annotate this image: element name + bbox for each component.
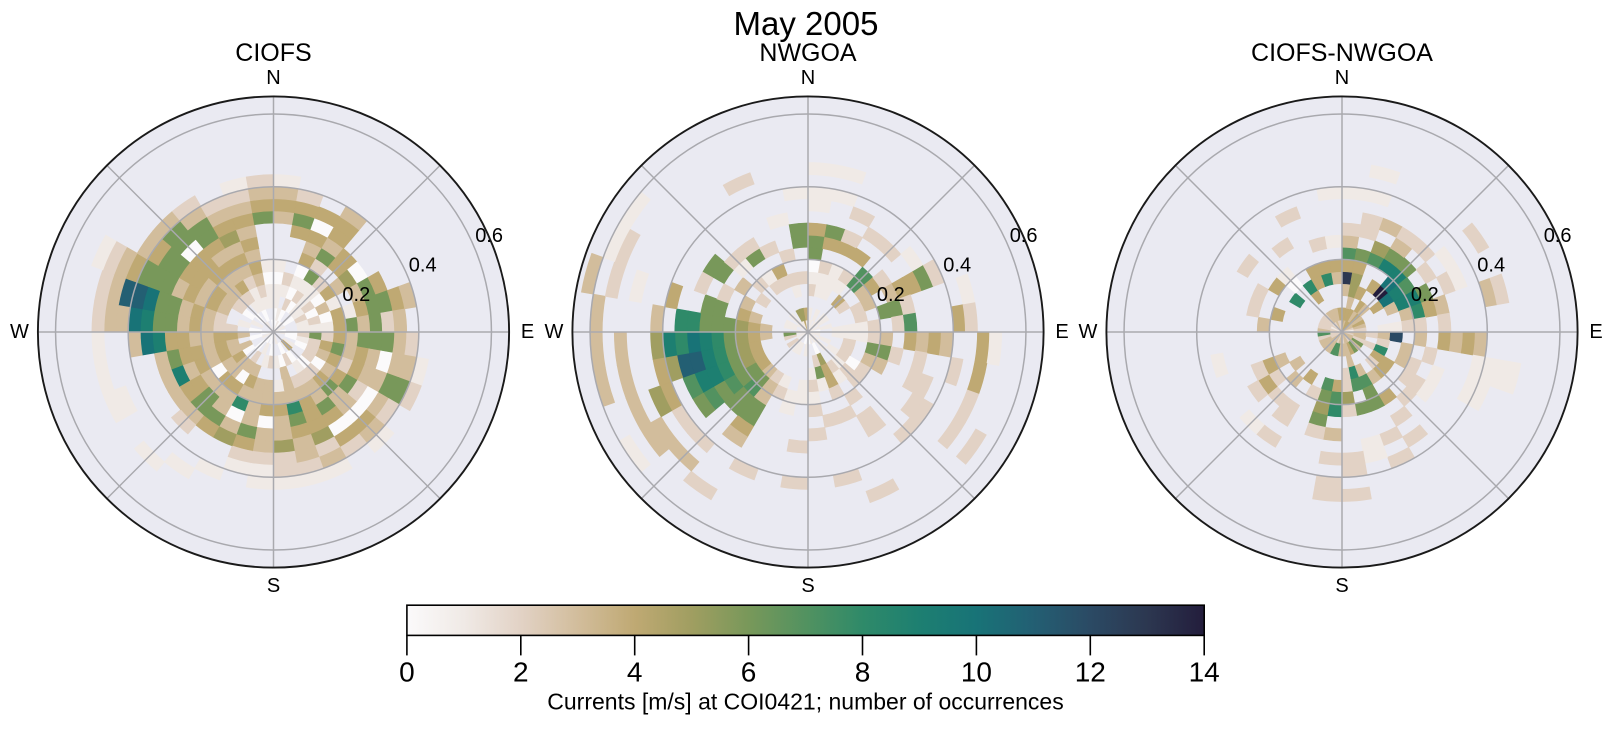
svg-text:0.2: 0.2 xyxy=(877,284,905,306)
svg-text:N: N xyxy=(1335,67,1349,89)
svg-text:May 2005: May 2005 xyxy=(734,5,879,42)
svg-text:6: 6 xyxy=(741,656,757,687)
svg-text:S: S xyxy=(801,575,814,597)
svg-text:E: E xyxy=(521,321,534,343)
svg-text:W: W xyxy=(544,321,563,343)
svg-text:CIOFS-NWGOA: CIOFS-NWGOA xyxy=(1251,39,1433,67)
svg-text:0.6: 0.6 xyxy=(1010,225,1038,247)
svg-text:0.6: 0.6 xyxy=(475,225,503,247)
svg-text:0.2: 0.2 xyxy=(1411,284,1439,306)
svg-text:NWGOA: NWGOA xyxy=(759,39,857,67)
svg-text:8: 8 xyxy=(855,656,871,687)
svg-text:2: 2 xyxy=(513,656,529,687)
svg-text:N: N xyxy=(801,67,815,89)
svg-text:S: S xyxy=(267,575,280,597)
svg-text:0.4: 0.4 xyxy=(409,255,437,277)
svg-text:E: E xyxy=(1055,321,1068,343)
svg-text:12: 12 xyxy=(1075,656,1106,687)
svg-text:0.6: 0.6 xyxy=(1544,225,1572,247)
svg-text:W: W xyxy=(10,321,29,343)
svg-text:0.4: 0.4 xyxy=(1477,255,1505,277)
svg-text:N: N xyxy=(266,67,280,89)
svg-text:0.2: 0.2 xyxy=(342,284,370,306)
svg-text:W: W xyxy=(1078,321,1097,343)
svg-text:10: 10 xyxy=(961,656,992,687)
svg-text:S: S xyxy=(1335,575,1348,597)
svg-text:E: E xyxy=(1589,321,1602,343)
svg-text:14: 14 xyxy=(1189,656,1220,687)
svg-text:0.4: 0.4 xyxy=(943,255,971,277)
svg-text:Currents [m/s] at COI0421; num: Currents [m/s] at COI0421; number of occ… xyxy=(547,688,1063,714)
svg-text:4: 4 xyxy=(627,656,643,687)
svg-text:0: 0 xyxy=(399,656,415,687)
svg-text:CIOFS: CIOFS xyxy=(235,39,311,67)
